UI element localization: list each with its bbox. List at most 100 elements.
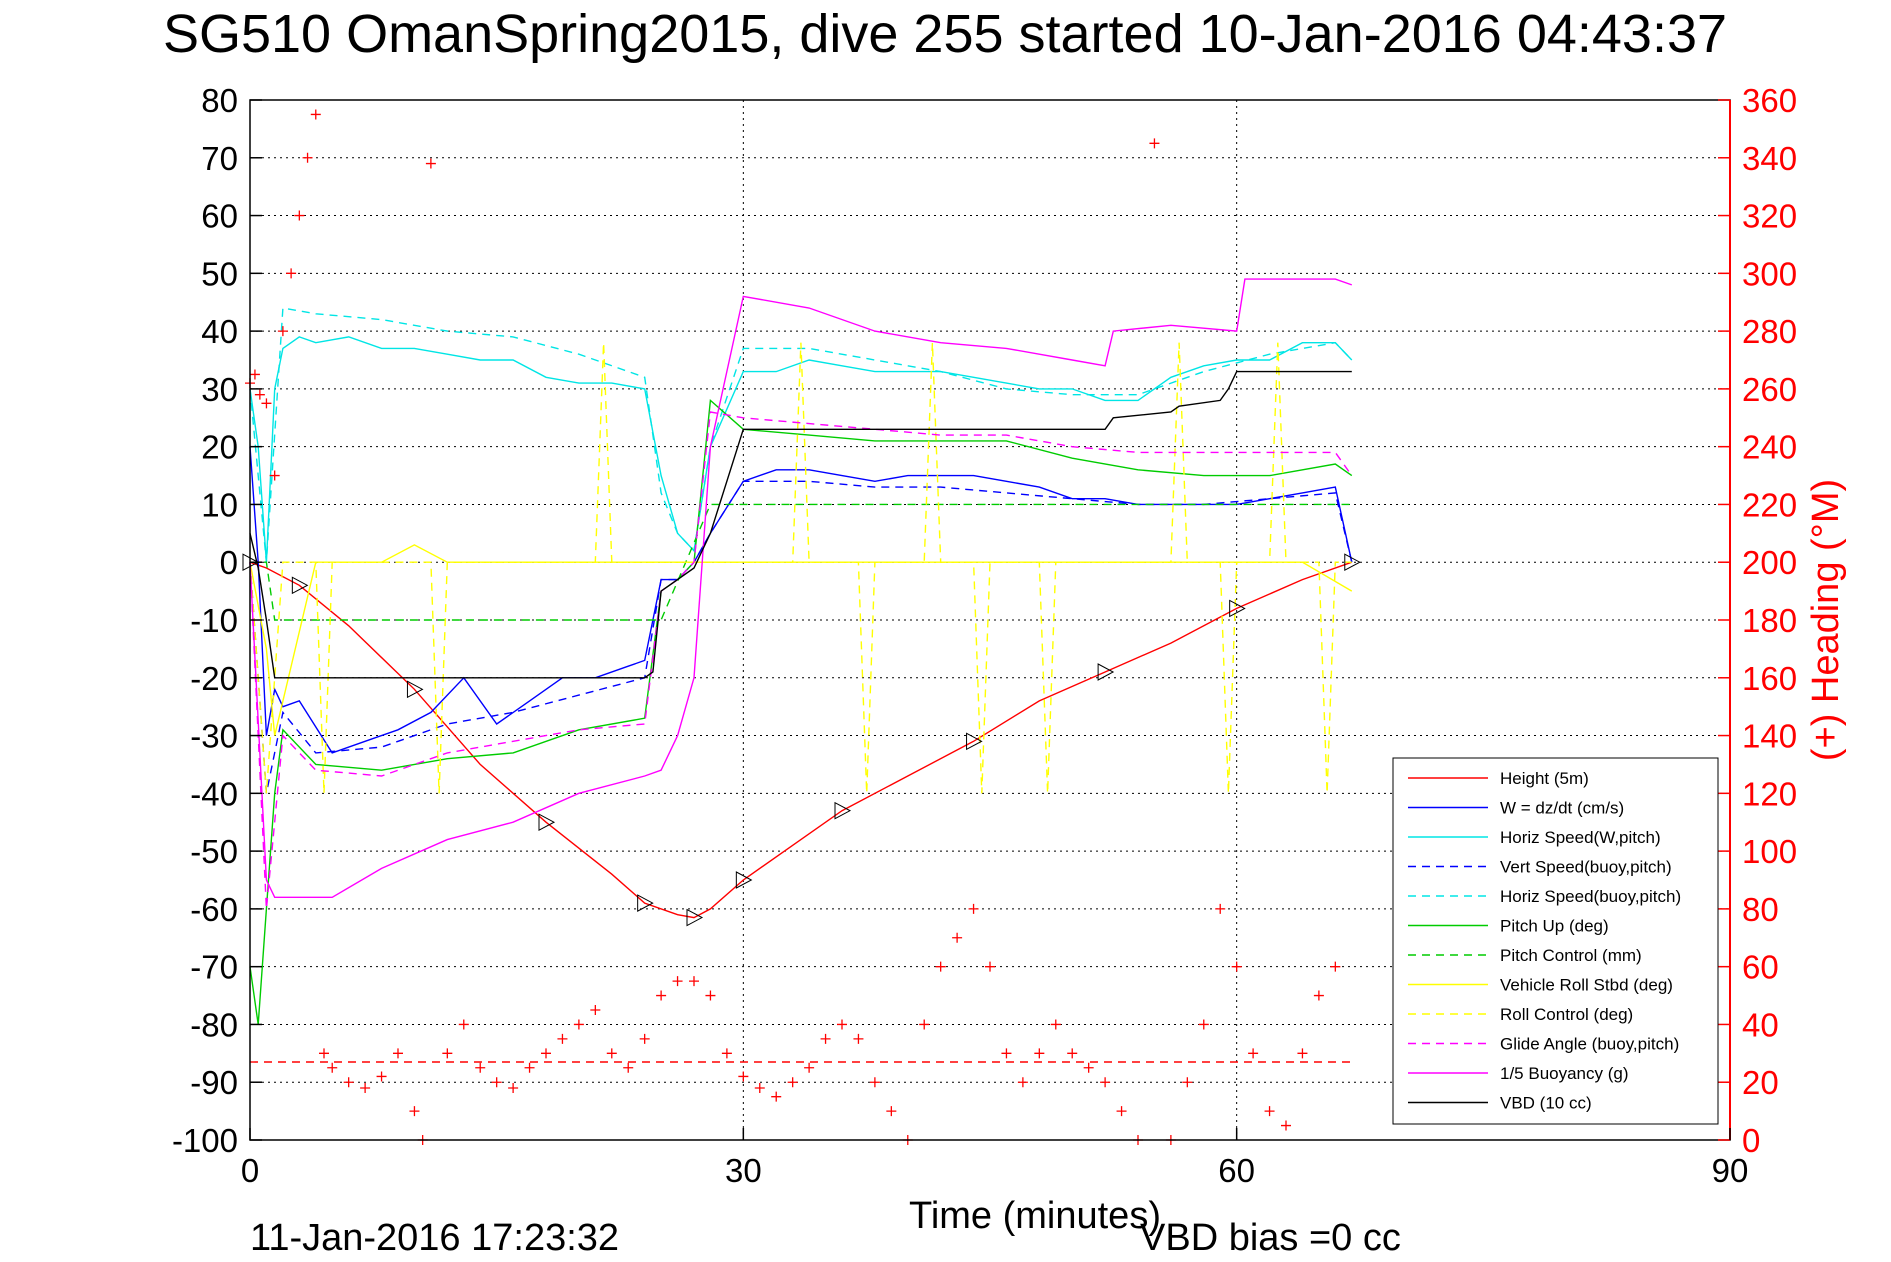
legend-label: W = dz/dt (cm/s)	[1500, 799, 1624, 818]
y-tick-label: -10	[190, 602, 238, 639]
x-axis: 0 30 60 90	[241, 1128, 1749, 1189]
heading-point	[508, 1083, 519, 1093]
heading-point	[985, 961, 995, 972]
heading-point	[1313, 990, 1324, 1001]
y-tick-label: 20	[201, 429, 238, 466]
heading-point	[590, 1005, 601, 1015]
heading-point	[820, 1033, 831, 1044]
heading-point	[1067, 1048, 1078, 1059]
heading-point	[475, 1062, 486, 1073]
y-tick-label: 70	[201, 140, 238, 177]
legend-label: Vehicle Roll Stbd (deg)	[1500, 976, 1673, 995]
series-pitch-up-deg	[249, 398, 1353, 1025]
heading-point	[705, 990, 716, 1001]
heading-point	[1297, 1048, 1308, 1059]
right-tick-label: 140	[1742, 718, 1797, 755]
heading-point	[968, 903, 979, 914]
heading-point	[656, 990, 667, 1001]
legend-label: VBD (10 cc)	[1500, 1094, 1592, 1113]
height-marker	[1097, 663, 1115, 681]
heading-point	[458, 1019, 469, 1030]
footer-vbd-bias: VBD bias =0 cc	[1140, 1217, 1401, 1259]
right-tick-label: 320	[1742, 198, 1797, 235]
height-marker	[1344, 553, 1361, 572]
heading-point	[376, 1071, 387, 1082]
left-y-axis: 80 70 60 50 40 30 20 10 0 -10 -20 -30 -40 -50 -60 -70 -8…	[172, 82, 262, 1159]
heading-point	[1116, 1106, 1127, 1117]
x-tick-label: 30	[725, 1152, 762, 1189]
chart-title: SG510 OmanSpring2015, dive 255 started 1…	[163, 4, 1727, 64]
series-vbd-10-cc	[249, 370, 1352, 679]
right-tick-label: 340	[1742, 140, 1797, 177]
y-tick-label: -70	[190, 949, 238, 986]
heading-point	[886, 1106, 897, 1117]
right-tick-label: 360	[1742, 82, 1797, 119]
heading-point	[639, 1033, 650, 1044]
heading-point	[1149, 138, 1160, 149]
legend-label: Horiz Speed(buoy,pitch)	[1500, 887, 1681, 906]
heading-point	[343, 1077, 354, 1088]
right-tick-label: 260	[1742, 371, 1797, 408]
heading-point	[310, 109, 321, 120]
y-tick-label: -30	[190, 718, 238, 755]
right-tick-label: 200	[1742, 544, 1797, 581]
series-roll-control-deg	[249, 342, 1352, 794]
plot-area	[242, 109, 1361, 1145]
heading-point	[952, 932, 963, 943]
right-tick-label: 100	[1742, 833, 1797, 870]
heading-point	[249, 369, 260, 380]
heading-point	[254, 389, 265, 400]
heading-point	[360, 1083, 371, 1093]
heading-point	[869, 1077, 880, 1088]
y-tick-label: -100	[172, 1122, 238, 1159]
right-tick-label: 160	[1742, 660, 1797, 697]
height-marker	[735, 871, 753, 889]
series-height-5m	[249, 561, 1353, 919]
series-1-5-buoyancy-g	[249, 278, 1353, 898]
x-tick-label: 60	[1218, 1152, 1255, 1189]
y-tick-label: 60	[201, 198, 238, 235]
legend-label: Pitch Control (mm)	[1500, 946, 1642, 965]
height-marker	[406, 680, 424, 699]
heading-point	[853, 1033, 864, 1044]
legend-label: Vert Speed(buoy,pitch)	[1500, 858, 1672, 877]
right-y-axis-label: (+) Heading (°M)	[1805, 479, 1847, 761]
series-w-dz-dt-cm-s	[249, 446, 1353, 754]
series-vehicle-roll-stbd-deg	[249, 544, 1353, 736]
y-tick-label: -20	[190, 660, 238, 697]
height-marker	[834, 801, 852, 820]
heading-point	[1001, 1048, 1012, 1059]
heading-point	[393, 1048, 403, 1059]
heading-point	[1231, 961, 1242, 972]
y-tick-label: 50	[201, 255, 238, 292]
heading-point	[261, 398, 272, 409]
heading-point	[1215, 903, 1226, 914]
x-tick-label: 0	[241, 1152, 259, 1189]
heading-point	[277, 326, 288, 337]
heading-point	[1330, 961, 1341, 972]
y-tick-label: -50	[190, 833, 238, 870]
height-marker	[966, 732, 983, 751]
legend-label: Height (5m)	[1500, 769, 1589, 788]
heading-point	[1017, 1077, 1028, 1088]
heading-point	[1281, 1120, 1291, 1131]
heading-point	[541, 1048, 551, 1059]
right-tick-label: 80	[1742, 891, 1779, 928]
height-marker	[686, 908, 704, 927]
height-marker	[291, 576, 309, 595]
x-tick-label: 90	[1712, 1152, 1749, 1189]
y-tick-label: -60	[190, 891, 238, 928]
y-tick-label: -80	[190, 1006, 238, 1043]
height-marker	[538, 813, 556, 832]
series-glide-angle-buoy-pitch	[249, 411, 1353, 909]
right-tick-label: 60	[1742, 949, 1779, 986]
height-markers	[242, 553, 1361, 927]
heading-point	[319, 1048, 329, 1059]
heading-point	[1182, 1077, 1193, 1088]
right-tick-label: 220	[1742, 486, 1797, 523]
legend: Height (5m) W = dz/dt (cm/s) Horiz Speed(W…	[1392, 757, 1719, 1125]
right-y-axis: 3603403203002802602402202001801601401201…	[1718, 82, 1797, 1159]
y-tick-label: -90	[190, 1064, 238, 1101]
series-pitch-control-mm	[250, 503, 1352, 621]
